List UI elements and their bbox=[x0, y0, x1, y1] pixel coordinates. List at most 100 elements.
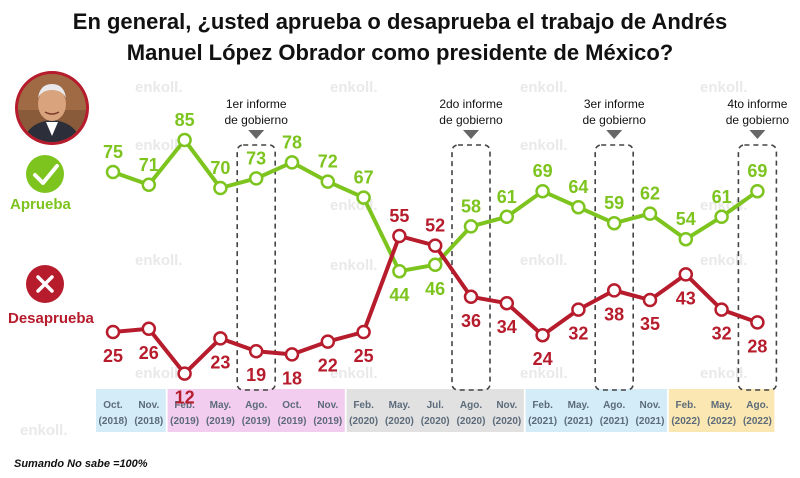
enkoll-watermark: enkoll. bbox=[330, 79, 378, 96]
year-band-2021 bbox=[525, 389, 667, 432]
data-point-approve bbox=[356, 190, 371, 205]
data-point-approve bbox=[678, 231, 694, 247]
data-point-disapprove bbox=[141, 321, 157, 337]
x-tick-month: Oct. bbox=[103, 400, 123, 411]
enkoll-watermark: enkoll. bbox=[700, 79, 748, 96]
data-label-disapprove: 12 bbox=[175, 388, 195, 408]
annotation-label: de gobierno bbox=[439, 113, 503, 127]
x-tick-year: (2019) bbox=[170, 416, 199, 427]
data-point-approve bbox=[320, 174, 336, 189]
annotation-label: 1er informe bbox=[226, 97, 287, 111]
data-point-approve bbox=[642, 206, 658, 221]
x-tick-year: (2020) bbox=[385, 416, 414, 427]
data-point-disapprove bbox=[105, 324, 121, 340]
data-point-approve bbox=[284, 155, 300, 170]
x-tick-year: (2022) bbox=[671, 416, 700, 427]
enkoll-watermark: enkoll. bbox=[700, 252, 748, 269]
annotation-box bbox=[594, 144, 635, 391]
annotation-arrow bbox=[463, 130, 479, 139]
x-tick-month: Jul. bbox=[427, 400, 444, 411]
data-point-disapprove bbox=[750, 315, 765, 330]
data-point-disapprove bbox=[535, 327, 550, 343]
data-point-approve bbox=[499, 209, 515, 225]
data-point-disapprove bbox=[642, 292, 658, 308]
data-label-disapprove: 52 bbox=[425, 216, 445, 236]
x-tick-year: (2021) bbox=[636, 416, 665, 427]
title-line-1: En general, ¿usted aprueba o desaprueba … bbox=[72, 9, 728, 34]
data-label-disapprove: 36 bbox=[461, 311, 481, 331]
enkoll-watermark: enkoll. bbox=[520, 365, 568, 382]
year-band-2022 bbox=[668, 389, 775, 432]
annotation-arrow bbox=[749, 130, 766, 139]
x-tick-month: Feb. bbox=[676, 400, 697, 411]
data-point-approve bbox=[571, 199, 586, 215]
president-avatar bbox=[15, 71, 89, 145]
data-label-approve: 85 bbox=[175, 110, 195, 130]
data-point-approve bbox=[392, 263, 407, 279]
x-tick-year: (2021) bbox=[564, 416, 593, 427]
x-tick-year: (2021) bbox=[600, 416, 629, 427]
data-label-disapprove: 18 bbox=[282, 368, 302, 388]
series-layer: 75 71 85 70 73 78 72 67 44 46 58 61 69 64 59 62 54 61 69 25… bbox=[103, 110, 767, 408]
x-tick-month: Feb. bbox=[174, 400, 195, 411]
annotation-label: 4to informe bbox=[727, 97, 787, 111]
data-point-disapprove bbox=[678, 267, 694, 282]
data-label-disapprove: 25 bbox=[103, 346, 123, 366]
data-point-disapprove bbox=[177, 366, 192, 381]
enkoll-watermark: enkoll. bbox=[135, 365, 183, 382]
data-label-disapprove: 35 bbox=[640, 314, 660, 334]
data-label-disapprove: 25 bbox=[354, 346, 374, 366]
x-tick-year: (2018) bbox=[134, 416, 163, 427]
annotation-box bbox=[451, 144, 491, 391]
x-tick-year: (2018) bbox=[99, 416, 128, 427]
watermark-layer: enkoll. enkoll. enkoll. enkoll. enkoll. enkol… bbox=[20, 79, 748, 439]
data-point-approve bbox=[750, 183, 765, 199]
x-tick-year: (2019) bbox=[313, 416, 342, 427]
data-point-disapprove bbox=[571, 302, 586, 317]
data-point-disapprove bbox=[714, 302, 729, 317]
x-tick-month: Nov. bbox=[496, 400, 517, 411]
data-label-approve: 78 bbox=[282, 132, 302, 152]
data-label-disapprove: 34 bbox=[497, 317, 517, 337]
data-point-disapprove bbox=[284, 347, 300, 362]
legend-label-approve: Aprueba bbox=[10, 196, 72, 213]
enkoll-watermark: enkoll. bbox=[520, 252, 568, 269]
year-band-2019 bbox=[167, 389, 345, 432]
data-label-approve: 44 bbox=[389, 285, 409, 305]
x-tick-year: (2020) bbox=[421, 416, 450, 427]
enkoll-watermark: enkoll. bbox=[135, 252, 183, 269]
data-point-disapprove bbox=[320, 334, 336, 349]
annotation-label: 3er informe bbox=[584, 97, 645, 111]
data-label-approve: 61 bbox=[497, 187, 517, 207]
data-label-disapprove: 23 bbox=[210, 352, 230, 372]
data-point-disapprove bbox=[427, 238, 443, 253]
data-point-approve bbox=[213, 180, 228, 196]
data-label-approve: 70 bbox=[210, 158, 230, 178]
data-label-approve: 54 bbox=[676, 209, 696, 229]
data-point-disapprove bbox=[606, 283, 622, 298]
data-label-disapprove: 24 bbox=[533, 349, 553, 369]
enkoll-watermark: enkoll. bbox=[135, 79, 183, 96]
data-point-approve bbox=[606, 215, 622, 231]
x-tick-year: (2022) bbox=[707, 416, 736, 427]
x-tick-month: Feb. bbox=[353, 400, 374, 411]
data-label-approve: 64 bbox=[568, 177, 588, 197]
x-tick-month: Oct. bbox=[282, 400, 302, 411]
data-point-approve bbox=[177, 132, 192, 148]
year-band-2020 bbox=[346, 389, 524, 432]
data-label-approve: 59 bbox=[604, 193, 624, 213]
data-label-approve: 46 bbox=[425, 279, 445, 299]
x-tick-year: (2019) bbox=[242, 416, 271, 427]
x-tick-month: Nov. bbox=[640, 400, 661, 411]
x-tick-month: Ago. bbox=[603, 400, 625, 411]
data-label-disapprove: 55 bbox=[389, 206, 409, 226]
x-tick-year: (2020) bbox=[492, 416, 521, 427]
data-label-approve: 75 bbox=[103, 142, 123, 162]
enkoll-watermark: enkoll. bbox=[330, 257, 378, 274]
enkoll-watermark: enkoll. bbox=[135, 137, 183, 154]
data-label-disapprove: 22 bbox=[318, 356, 338, 376]
enkoll-watermark: enkoll. bbox=[330, 365, 378, 382]
data-point-disapprove bbox=[248, 343, 264, 359]
data-point-approve bbox=[105, 164, 121, 180]
data-label-disapprove: 19 bbox=[246, 365, 266, 385]
